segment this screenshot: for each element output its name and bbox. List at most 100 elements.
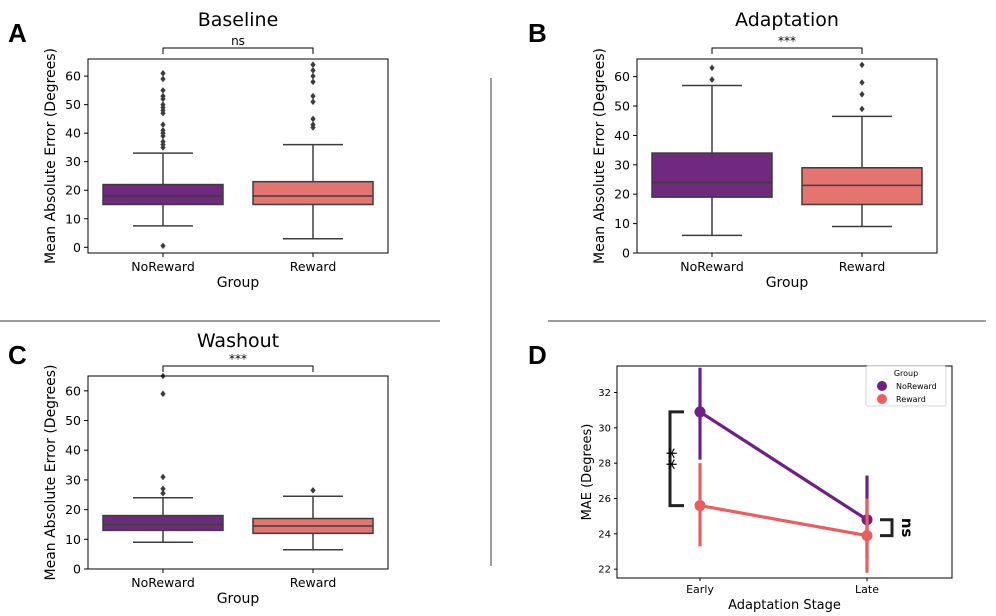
outlier-point: [160, 485, 166, 493]
y-tick-label: 32: [598, 388, 611, 399]
outlier-point: [310, 92, 316, 100]
outlier-point: [310, 67, 316, 74]
y-tick-label: 30: [598, 423, 611, 434]
outlier-point: [160, 121, 166, 128]
y-tick-label: 20: [614, 187, 630, 202]
y-tick-label: 50: [614, 99, 630, 114]
box-iqr: [102, 183, 224, 206]
chart-title-b: Adaptation: [735, 9, 839, 31]
plot-frame-c: [87, 375, 389, 570]
y-tick-label: 26: [598, 494, 611, 505]
box-iqr: [102, 514, 224, 532]
outlier-point: [709, 64, 715, 72]
y-tick-label: 0: [73, 240, 81, 255]
outlier-point: [310, 98, 316, 106]
box-c-1: [252, 487, 374, 551]
significance-label: ***: [229, 352, 247, 366]
y-tick-label: 30: [65, 472, 81, 487]
outlier-point: [310, 72, 316, 80]
legend-entry: Reward: [896, 395, 926, 404]
y-axis-label: Mean Absolute Error (Degrees): [43, 365, 59, 581]
panel-letter-c: C: [8, 340, 27, 370]
x-axis-label: Adaptation Stage: [728, 598, 841, 613]
chart-adaptation: Adaptation 0 10 20 30 40 50 60 NoReward Reward Gro…: [592, 9, 938, 291]
box-iqr: [252, 180, 374, 206]
significance-label: ns: [231, 34, 245, 48]
chart-baseline: Baseline 0 10 20 30 40 50 60 NoReward Reward Group…: [43, 9, 389, 291]
plot-frame-a: [87, 58, 389, 254]
y-axis-label: Mean Absolute Error (Degrees): [43, 48, 59, 264]
y-tick-label: 22: [598, 565, 611, 576]
box-b-1: [801, 61, 923, 228]
x-axis-label: Group: [217, 275, 260, 291]
x-axis-label: Group: [217, 591, 260, 607]
outlier-point: [160, 75, 166, 83]
outlier-point: [310, 78, 316, 86]
legend: Group NoReward Reward: [865, 365, 947, 407]
y-tick-label: 30: [65, 154, 81, 169]
outlier-point: [160, 95, 166, 103]
legend-marker: [877, 381, 887, 391]
y-tick-label: 40: [65, 126, 81, 141]
outlier-point: [859, 79, 865, 86]
y-tick-label: 10: [65, 211, 81, 226]
box-c-0: [102, 372, 224, 544]
chart-washout: Washout 0 10 20 30 40 50 60 NoReward Reward Group M…: [43, 330, 389, 607]
x-tick-label: Late: [855, 583, 879, 596]
y-tick-label: 40: [65, 443, 81, 458]
outlier-point: [160, 473, 166, 481]
significance-label-late: ns: [898, 518, 916, 538]
outlier-point: [160, 69, 166, 77]
significance-bracket: [162, 47, 314, 54]
y-tick-label: 10: [65, 532, 81, 547]
data-point: [861, 530, 873, 542]
y-tick-label: 10: [614, 216, 630, 231]
plot-frame-d: [616, 365, 953, 579]
panel-letter-a: A: [8, 18, 27, 48]
box-iqr: [651, 152, 773, 198]
y-axis-label: MAE (Degrees): [580, 424, 595, 521]
y-tick-label: 0: [73, 562, 81, 577]
outlier-point: [859, 61, 865, 69]
x-tick-label: Reward: [839, 259, 886, 274]
legend-title: Group: [894, 369, 918, 378]
outlier-point: [160, 390, 166, 398]
legend-marker: [877, 394, 887, 404]
x-tick-label: NoReward: [131, 575, 195, 590]
chart-title-a: Baseline: [198, 9, 279, 31]
series-reward: [694, 463, 873, 573]
box-b-0: [651, 64, 773, 237]
y-tick-label: 40: [614, 128, 630, 143]
x-tick-label: Reward: [290, 575, 337, 590]
y-tick-label: 20: [65, 183, 81, 198]
significance-bracket: [711, 47, 863, 54]
box-a-1: [252, 61, 374, 240]
series-noreward: [694, 367, 873, 559]
box-a-0: [102, 69, 224, 250]
y-tick-label: 50: [65, 97, 81, 112]
y-tick-label: 60: [614, 69, 630, 84]
outlier-point: [160, 144, 166, 151]
outlier-point: [310, 115, 316, 123]
legend-entry: NoReward: [896, 382, 937, 391]
x-tick-label: Early: [686, 583, 714, 596]
x-tick-label: NoReward: [131, 259, 195, 274]
x-tick-label: Reward: [290, 259, 337, 274]
significance-label-early: **: [654, 448, 679, 470]
y-tick-label: 50: [65, 413, 81, 428]
significance-bracket-early: [668, 410, 684, 508]
panel-letter-b: B: [528, 18, 547, 48]
outlier-point: [160, 132, 166, 140]
y-tick-label: 0: [622, 246, 630, 261]
outlier-point: [160, 87, 166, 94]
y-tick-label: 24: [598, 529, 611, 540]
series-line: [699, 410, 868, 522]
y-tick-label: 20: [65, 502, 81, 517]
significance-bracket: [162, 365, 314, 372]
y-tick-label: 28: [598, 459, 611, 470]
panel-letter-d: D: [528, 340, 547, 370]
significance-label: ***: [778, 34, 796, 48]
outlier-point: [160, 489, 166, 497]
outlier-point: [310, 487, 316, 494]
